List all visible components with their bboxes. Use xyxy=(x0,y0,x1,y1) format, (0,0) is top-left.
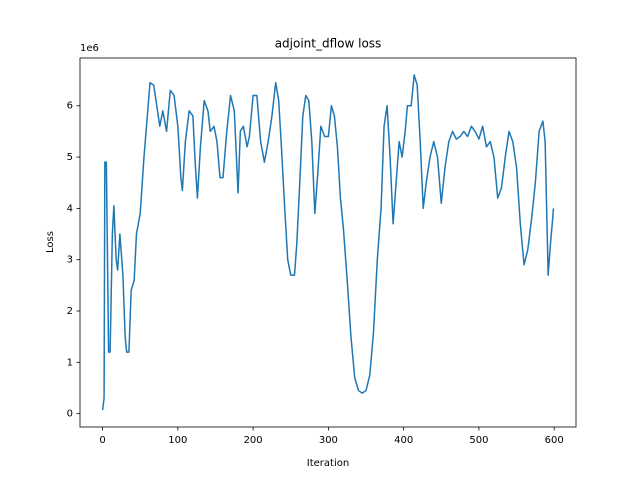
x-tick-label: 0 xyxy=(99,435,105,446)
x-axis-label: Iteration xyxy=(307,458,349,469)
x-tick-label: 200 xyxy=(244,435,263,446)
chart-title: adjoint_dflow loss xyxy=(275,37,382,51)
plot-frame xyxy=(79,57,577,428)
x-tick-label: 500 xyxy=(469,435,488,446)
x-tick-label: 400 xyxy=(394,435,413,446)
y-tick-label: 5 xyxy=(67,152,73,163)
y-tick-label: 6 xyxy=(67,101,73,112)
y-tick-label: 1 xyxy=(67,357,73,368)
y-tick-label: 2 xyxy=(67,306,73,317)
x-tick-label: 300 xyxy=(319,435,338,446)
x-tick-label: 100 xyxy=(168,435,187,446)
data-line xyxy=(101,74,555,411)
y-tick-label: 3 xyxy=(67,255,73,266)
y-tick-label: 0 xyxy=(67,409,73,420)
y-tick-label: 4 xyxy=(67,203,73,214)
y-offset-label: 1e6 xyxy=(80,43,99,54)
x-tick-label: 600 xyxy=(545,435,564,446)
y-axis-label: Loss xyxy=(45,231,56,253)
